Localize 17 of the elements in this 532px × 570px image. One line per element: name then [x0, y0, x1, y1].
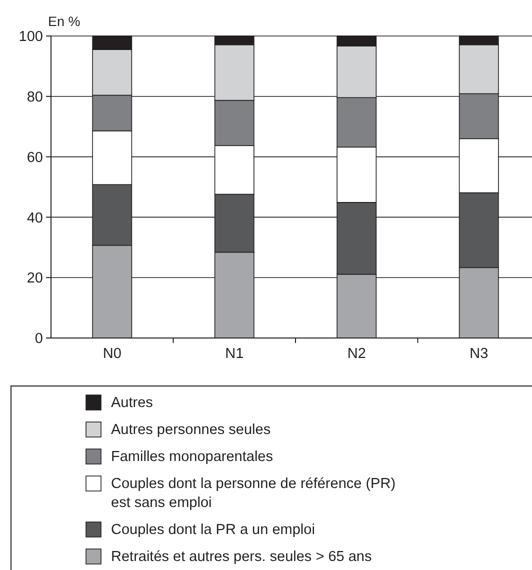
y-tick-label: 40	[26, 210, 43, 226]
legend-label: Autres	[111, 395, 153, 411]
legend-label: Couples dont la personne de référence (PR) est sans emploi	[111, 476, 396, 511]
y-tick-label: 80	[26, 89, 43, 106]
x-tick-label: N1	[225, 346, 244, 362]
y-tick-label: 0	[34, 331, 43, 348]
x-tick-label: N0	[102, 346, 122, 362]
y-tick-label: 100	[18, 29, 43, 46]
x-tick-label: N3	[470, 346, 488, 362]
legend-label: Retraités et autres pers. seules > 65 ans	[111, 549, 372, 565]
y-tick-label: 60	[26, 150, 43, 166]
y-axis-title: En %	[48, 14, 80, 29]
legend-label: Familles monoparentales	[111, 449, 273, 465]
legend-label: Autres personnes seules	[111, 422, 271, 438]
legend-label: Couples dont la PR a un emploi	[111, 522, 315, 538]
y-tick-label: 20	[26, 270, 43, 287]
x-tick-label: N2	[347, 346, 366, 362]
